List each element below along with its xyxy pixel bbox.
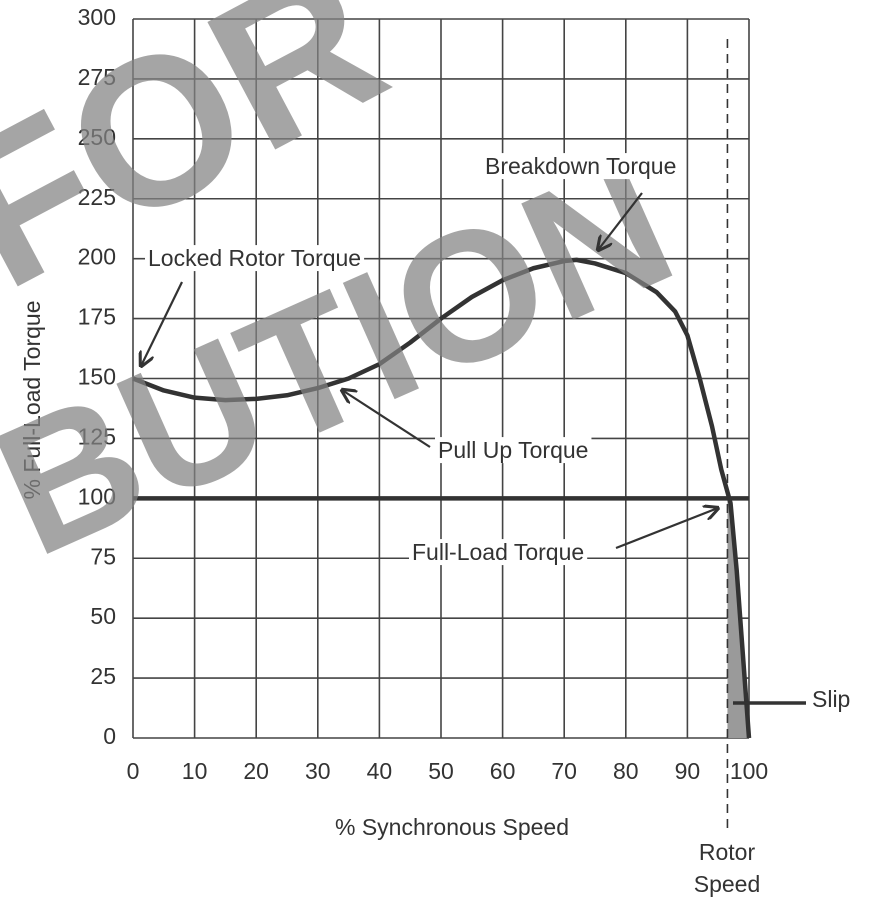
x-tick-label: 20 xyxy=(243,758,269,784)
x-tick-label: 100 xyxy=(730,758,768,784)
annotation: Full-Load Torque xyxy=(412,539,584,565)
y-tick-label: 25 xyxy=(90,663,116,689)
torque-curve xyxy=(132,257,752,739)
y-tick-label: 0 xyxy=(103,723,116,749)
y-tick-label: 300 xyxy=(78,4,116,30)
y-axis-label: % Full-Load Torque xyxy=(19,300,45,499)
y-tick-label: 175 xyxy=(78,304,116,330)
annotation: Slip xyxy=(812,686,850,712)
label-bg xyxy=(409,539,588,566)
y-tick-label: 125 xyxy=(78,423,116,449)
label-bg xyxy=(145,245,365,272)
x-tick-label: 0 xyxy=(127,758,140,784)
x-tick-label: 30 xyxy=(305,758,331,784)
x-tick-label: 90 xyxy=(675,758,701,784)
annotation: Rotor Speed xyxy=(693,839,761,897)
x-tick-label: 40 xyxy=(367,758,393,784)
arrow xyxy=(342,390,431,448)
y-tick-label: 225 xyxy=(78,184,116,210)
x-axis-label: % Synchronous Speed xyxy=(335,814,569,840)
y-tick-label: 275 xyxy=(78,64,116,90)
label-bg xyxy=(435,437,592,464)
x-tick-label: 70 xyxy=(551,758,577,784)
y-tick-label: 200 xyxy=(78,244,116,270)
annotation: Breakdown Torque xyxy=(485,153,676,179)
y-tick-label: 250 xyxy=(78,124,116,150)
arrow xyxy=(141,281,183,366)
annotation: Locked Rotor Torque xyxy=(148,245,361,271)
x-tick-label: 60 xyxy=(490,758,516,784)
y-tick-label: 100 xyxy=(78,483,116,509)
arrow xyxy=(615,508,718,550)
x-tick-label: 80 xyxy=(613,758,639,784)
y-tick-label: 50 xyxy=(90,603,116,629)
x-tick-label: 50 xyxy=(428,758,454,784)
annotation: Pull Up Torque xyxy=(438,437,588,463)
y-tick-label: 75 xyxy=(90,543,116,569)
y-tick-label: 150 xyxy=(78,364,116,390)
label-bg xyxy=(482,153,680,180)
x-tick-label: 10 xyxy=(182,758,208,784)
arrow xyxy=(598,192,643,250)
